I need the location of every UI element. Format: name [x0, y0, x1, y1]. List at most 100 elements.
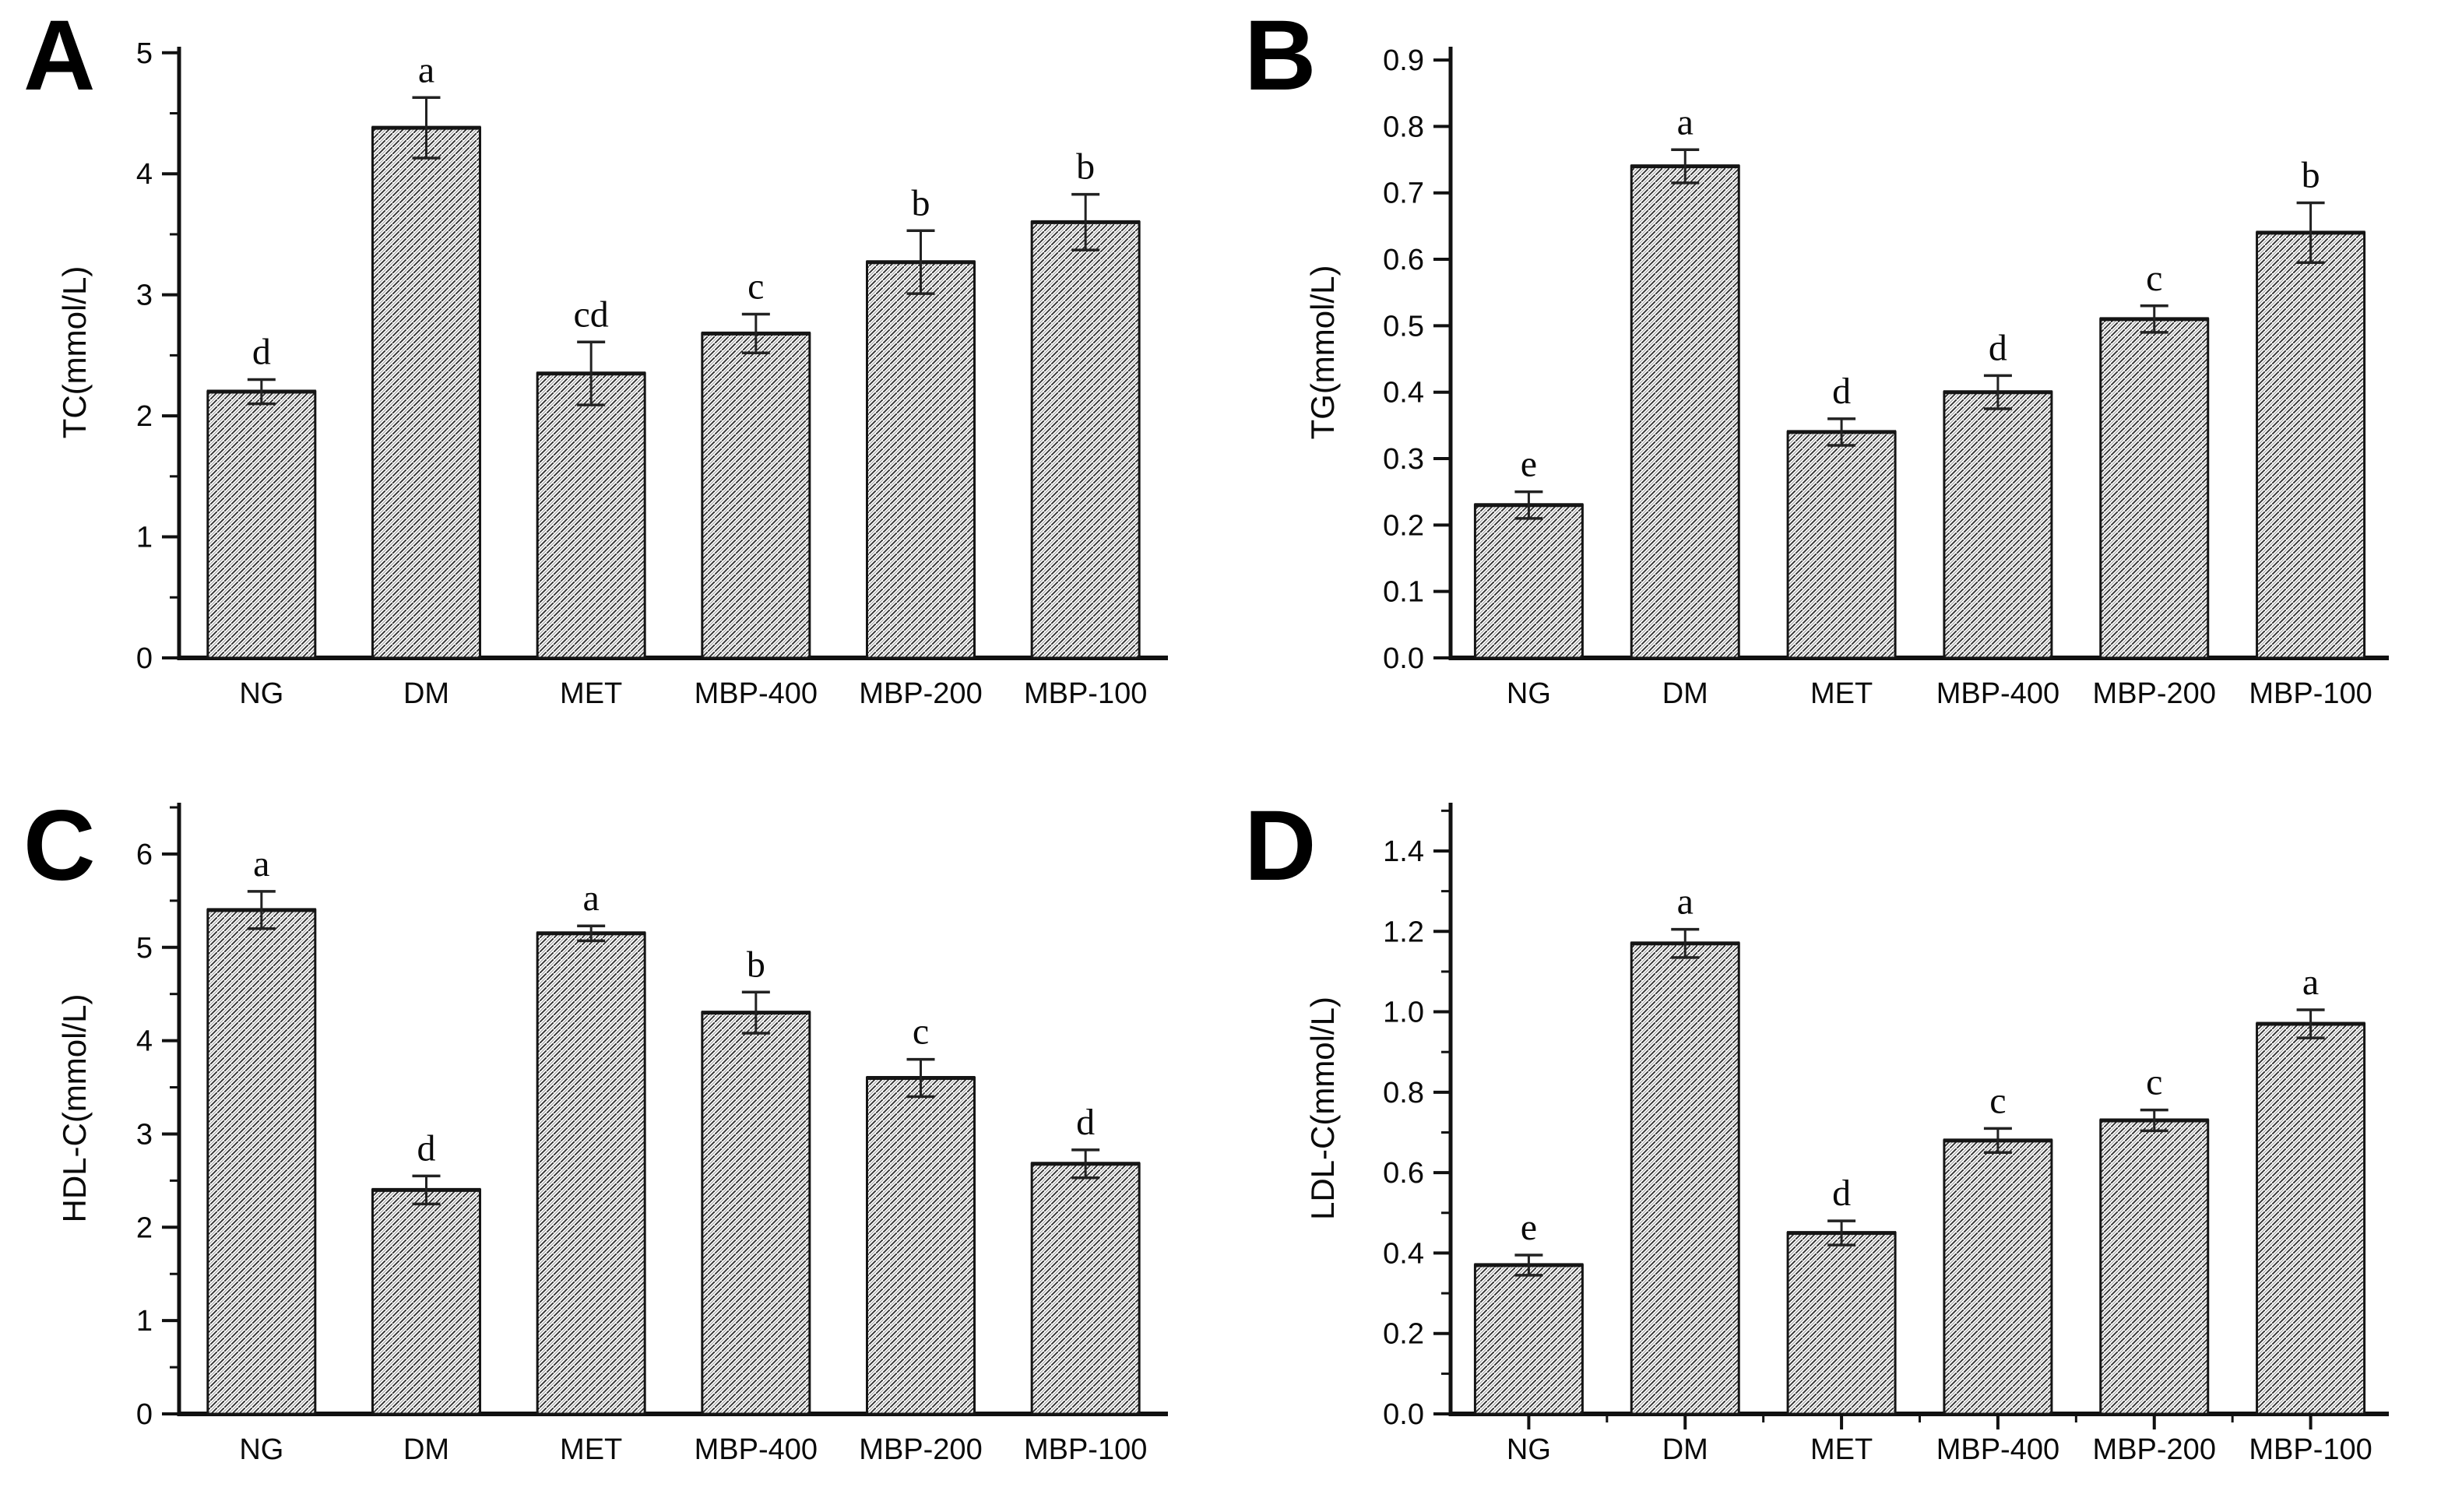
y-tick-label: 1.2 [1383, 916, 1424, 948]
sig-letter-DM: a [1677, 101, 1694, 142]
panel-letter-c: C [23, 790, 95, 902]
panel-letter-a: A [23, 0, 95, 111]
y-tick-label: 0.2 [1383, 509, 1424, 542]
sig-letter-MET: cd [574, 294, 609, 335]
bar-MET [536, 372, 646, 659]
x-tick-label-DM: DM [1662, 677, 1708, 710]
x-tick-label-MBP-400: MBP-400 [695, 1433, 818, 1466]
y-tick-label: 4 [136, 1025, 153, 1058]
y-tick-label: 0.8 [1383, 1077, 1424, 1109]
bar-MET [536, 932, 646, 1415]
sig-letter-MBP-100: d [1076, 1102, 1095, 1143]
sig-letter-DM: a [418, 49, 434, 90]
bar-MET [1786, 1232, 1897, 1415]
y-tick-label: 0.0 [1383, 642, 1424, 675]
panel-c: C 0 1 2 3 4 5 6 HDL-C(mmol/L) a NG d DM a MET b MBP-400… [0, 756, 1220, 1512]
sig-letter-MBP-200: c [913, 1011, 929, 1053]
y-tick-label: 5 [136, 37, 153, 70]
sig-letter-MBP-400: d [1989, 327, 2007, 368]
x-tick-label-NG: NG [1507, 677, 1551, 710]
y-tick-label: 4 [136, 158, 153, 191]
x-tick-label-MBP-200: MBP-200 [2093, 677, 2216, 710]
x-tick-label-DM: DM [1662, 1433, 1708, 1466]
y-tick-label: 0.2 [1383, 1318, 1424, 1351]
bar-DM [371, 126, 481, 659]
bar-DM [1630, 942, 1740, 1415]
y-tick-label: 3 [136, 1118, 153, 1151]
y-tick-label: 1.4 [1383, 835, 1424, 868]
y-tick-label: 5 [136, 932, 153, 965]
x-tick-label-MET: MET [1810, 677, 1873, 710]
bar-MBP-100 [2256, 1022, 2366, 1415]
bar-MET [1786, 431, 1897, 659]
sig-letter-MBP-400: b [747, 944, 765, 985]
sig-letter-MBP-100: b [2302, 155, 2320, 196]
bar-MBP-400 [1943, 391, 2053, 659]
bar-MBP-200 [866, 1077, 976, 1415]
bar-MBP-100 [1030, 220, 1141, 659]
y-tick-label: 1.0 [1383, 997, 1424, 1029]
x-tick-label-MBP-400: MBP-400 [1936, 1433, 2059, 1466]
y-tick-label: 0.6 [1383, 244, 1424, 276]
bar-MBP-400 [701, 332, 811, 659]
y-tick-label: 0.4 [1383, 377, 1424, 410]
x-tick-label-MBP-200: MBP-200 [859, 1433, 982, 1466]
bar-MBP-200 [2099, 318, 2210, 659]
sig-letter-MET: d [1832, 1173, 1851, 1214]
bar-MBP-200 [866, 261, 976, 659]
bar-MBP-400 [1943, 1139, 2053, 1415]
y-tick-label: 0.8 [1383, 111, 1424, 143]
chart-b-tg: 0.0 0.1 0.2 0.3 0.4 0.5 0.6 0.7 0.8 0.9 TG(mmol/L)… [1304, 44, 2389, 710]
y-tick-label: 1 [136, 1305, 153, 1338]
chart-d-ldl: 0.0 0.2 0.4 0.6 0.8 1.0 1.2 1.4 LDL-C(mmol/L) e NG… [1304, 803, 2389, 1466]
x-tick-label-MET: MET [1810, 1433, 1873, 1466]
x-tick-label-MBP-400: MBP-400 [695, 677, 818, 710]
x-tick-label-MET: MET [560, 677, 622, 710]
y-tick-label: 0 [136, 642, 153, 675]
y-tick-label: 0 [136, 1398, 153, 1431]
sig-letter-NG: e [1521, 444, 1537, 485]
x-tick-label-NG: NG [1507, 1433, 1551, 1466]
bar-DM [1630, 165, 1740, 659]
bar-NG [1473, 504, 1584, 659]
sig-letter-MET: d [1832, 371, 1851, 412]
x-tick-label-MBP-200: MBP-200 [2093, 1433, 2216, 1466]
y-tick-label: 2 [136, 1211, 153, 1244]
y-axis-title: TG(mmol/L) [1304, 265, 1341, 440]
x-tick-label-MBP-100: MBP-100 [1024, 1433, 1147, 1466]
y-tick-label: 0.6 [1383, 1157, 1424, 1190]
chart-c-hdl: 0 1 2 3 4 5 6 HDL-C(mmol/L) a NG d DM a MET b MBP-400 c M… [56, 803, 1168, 1466]
sig-letter-MBP-400: c [747, 266, 764, 308]
x-tick-label-MET: MET [560, 1433, 622, 1466]
bar-NG [1473, 1264, 1584, 1415]
panel-letter-d: D [1244, 790, 1316, 902]
x-tick-label-MBP-100: MBP-100 [2249, 677, 2372, 710]
y-tick-label: 2 [136, 400, 153, 433]
sig-letter-MBP-100: a [2302, 962, 2319, 1003]
y-axis-title: LDL-C(mmol/L) [1304, 997, 1341, 1220]
bar-MBP-200 [2099, 1119, 2210, 1415]
bar-MBP-100 [2256, 231, 2366, 659]
y-tick-label: 0.7 [1383, 178, 1424, 210]
x-tick-label-DM: DM [403, 1433, 449, 1466]
sig-letter-NG: e [1521, 1207, 1537, 1248]
sig-letter-NG: d [252, 331, 271, 372]
y-tick-label: 0.4 [1383, 1237, 1424, 1270]
sig-letter-MBP-200: b [912, 182, 930, 223]
panel-d: D 0.0 0.2 0.4 0.6 0.8 1.0 1.2 1.4 LDL-C(mmol/L) e… [1221, 756, 2441, 1512]
x-tick-label-MBP-200: MBP-200 [859, 677, 982, 710]
y-axis-title: TC(mmol/L) [56, 266, 93, 439]
y-tick-label: 3 [136, 280, 153, 312]
bar-NG [206, 390, 317, 659]
panel-letter-b: B [1244, 0, 1316, 111]
y-tick-label: 1 [136, 522, 153, 554]
bar-MBP-400 [701, 1011, 811, 1415]
y-tick-label: 0.1 [1383, 576, 1424, 609]
sig-letter-DM: d [417, 1127, 436, 1169]
x-tick-label-MBP-100: MBP-100 [2249, 1433, 2372, 1466]
panel-b: B 0.0 0.1 0.2 0.3 0.4 0.5 0.6 0.7 0.8 0.9 TG(mmol/… [1221, 0, 2441, 756]
y-tick-label: 0.0 [1383, 1398, 1424, 1431]
sig-letter-MBP-400: c [1989, 1080, 2006, 1121]
sig-letter-MBP-200: c [2146, 1062, 2162, 1103]
